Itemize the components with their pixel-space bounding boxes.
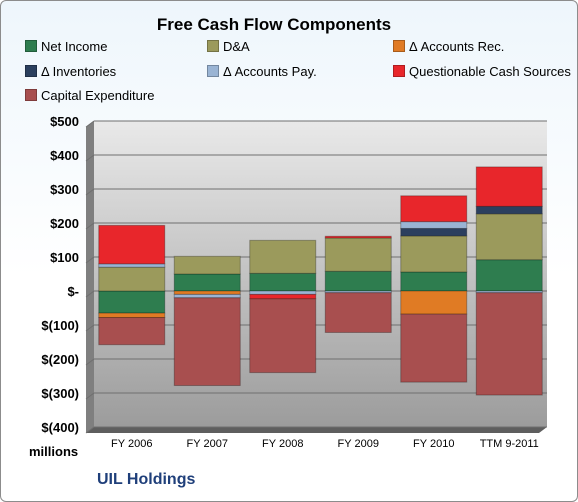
bar-segment-inventories (475, 205, 543, 215)
legend-item-net-income: Net Income (25, 38, 107, 54)
y-axis-label: millions (29, 444, 78, 459)
bar-segment-questionable-cash-sources (475, 166, 543, 207)
legend-swatch-d-and-a (207, 40, 219, 52)
gridline-side (85, 358, 95, 366)
y-tick-label: $(200) (41, 352, 79, 367)
legend-item-accounts-pay: Δ Accounts Pay. (207, 63, 317, 79)
legend-swatch-net-income (25, 40, 37, 52)
chart-title: Free Cash Flow Components (156, 15, 392, 34)
bar-segment-accounts-pay (173, 293, 241, 299)
legend-label-accounts-pay: Δ Accounts Pay. (223, 63, 317, 79)
bar-segment-accounts-pay (249, 290, 317, 295)
bar-segment-net-income (98, 290, 166, 314)
bar-segment-accounts-rec (98, 312, 166, 319)
legend-swatch-accounts-pay (207, 65, 219, 77)
x-tick-label: FY 2008 (262, 438, 303, 450)
legend-label-capital-expenditure: Capital Expenditure (41, 87, 155, 103)
bar-segment-capital-expenditure (98, 317, 166, 346)
bar-segment-capital-expenditure (324, 292, 392, 333)
bar-segment-d-a (173, 255, 241, 275)
legend-item-accounts-rec: Δ Accounts Rec. (393, 38, 504, 54)
gridline-side (85, 120, 95, 128)
legend-item-capital-expenditure: Capital Expenditure (25, 87, 154, 103)
gridline-side (85, 256, 95, 264)
bar-segment-net-income (249, 272, 317, 292)
bar-segment-capital-expenditure (249, 298, 317, 374)
x-tick-label: FY 2010 (413, 438, 454, 450)
legend-label-questionable-cash-sources: Questionable Cash Sources (409, 63, 571, 79)
bar-segment-questionable-cash-sources (249, 293, 317, 300)
legend-label-inventories: Δ Inventories (41, 63, 117, 79)
legend-label-net-income: Net Income (41, 38, 108, 54)
bar-segment-questionable-cash-sources (98, 224, 166, 265)
gridline-side (85, 222, 95, 230)
gridline-side (85, 188, 95, 196)
bar-segment-d-a (98, 266, 166, 292)
bar-segment-capital-expenditure (475, 292, 543, 396)
y-tick-label: $400 (50, 148, 79, 163)
gridline-side (85, 290, 95, 298)
bar-segment-inventories (400, 227, 468, 237)
gridline-side (85, 154, 95, 162)
legend-item-d-and-a: D&A (207, 38, 250, 54)
y-tick-label: $(300) (41, 386, 79, 401)
y-tick-label: $200 (50, 216, 79, 231)
bar-segment-questionable-cash-sources (400, 195, 468, 223)
bar-segment-d-a (475, 213, 543, 261)
bar-segment-net-income (324, 270, 392, 292)
bar-segment-d-a (249, 239, 317, 274)
legend-swatch-inventories (25, 65, 37, 77)
bar-segment-accounts-rec (400, 290, 468, 315)
plot-background (94, 121, 547, 427)
gridline-side (85, 426, 95, 434)
x-tick-label: FY 2006 (111, 438, 152, 450)
legend-swatch-questionable-cash-sources (393, 65, 405, 77)
y-tick-label: $(100) (41, 318, 79, 333)
bar-segment-questionable-cash-sources (324, 235, 392, 239)
company-name: UIL Holdings (97, 471, 196, 488)
y-tick-label: $(400) (41, 420, 79, 435)
y-tick-label: $- (67, 284, 79, 299)
x-tick-label: FY 2007 (187, 438, 228, 450)
legend-label-d-and-a: D&A (223, 38, 250, 54)
plot-floor (86, 427, 547, 433)
plot-side-wall (86, 121, 94, 433)
gridline-side (85, 324, 95, 332)
legend-item-questionable-cash-sources: Questionable Cash Sources (393, 63, 571, 79)
y-tick-label: $100 (50, 250, 79, 265)
bar-segment-capital-expenditure (173, 297, 241, 387)
y-tick-label: $500 (50, 114, 79, 129)
x-tick-label: TTM 9-2011 (480, 438, 539, 450)
bar-segment-accounts-rec (173, 290, 241, 295)
gridline-side (85, 392, 95, 400)
y-tick-label: $300 (50, 182, 79, 197)
bar-segment-capital-expenditure (400, 313, 468, 383)
bar-segment-accounts-pay (400, 221, 468, 229)
bar-segment-net-income (173, 273, 241, 292)
bar-segment-accounts-pay (98, 263, 166, 268)
bar-segment-net-income (475, 259, 543, 292)
bar-segment-d-a (324, 237, 392, 272)
legend-item-inventories: Δ Inventories (25, 63, 116, 79)
legend-swatch-accounts-rec (393, 40, 405, 52)
legend-label-accounts-rec: Δ Accounts Rec. (409, 38, 505, 54)
x-tick-label: FY 2009 (338, 438, 379, 450)
bar-segment-net-income (400, 271, 468, 292)
bar-segment-d-a (400, 235, 468, 273)
legend-swatch-capital-expenditure (25, 89, 37, 101)
